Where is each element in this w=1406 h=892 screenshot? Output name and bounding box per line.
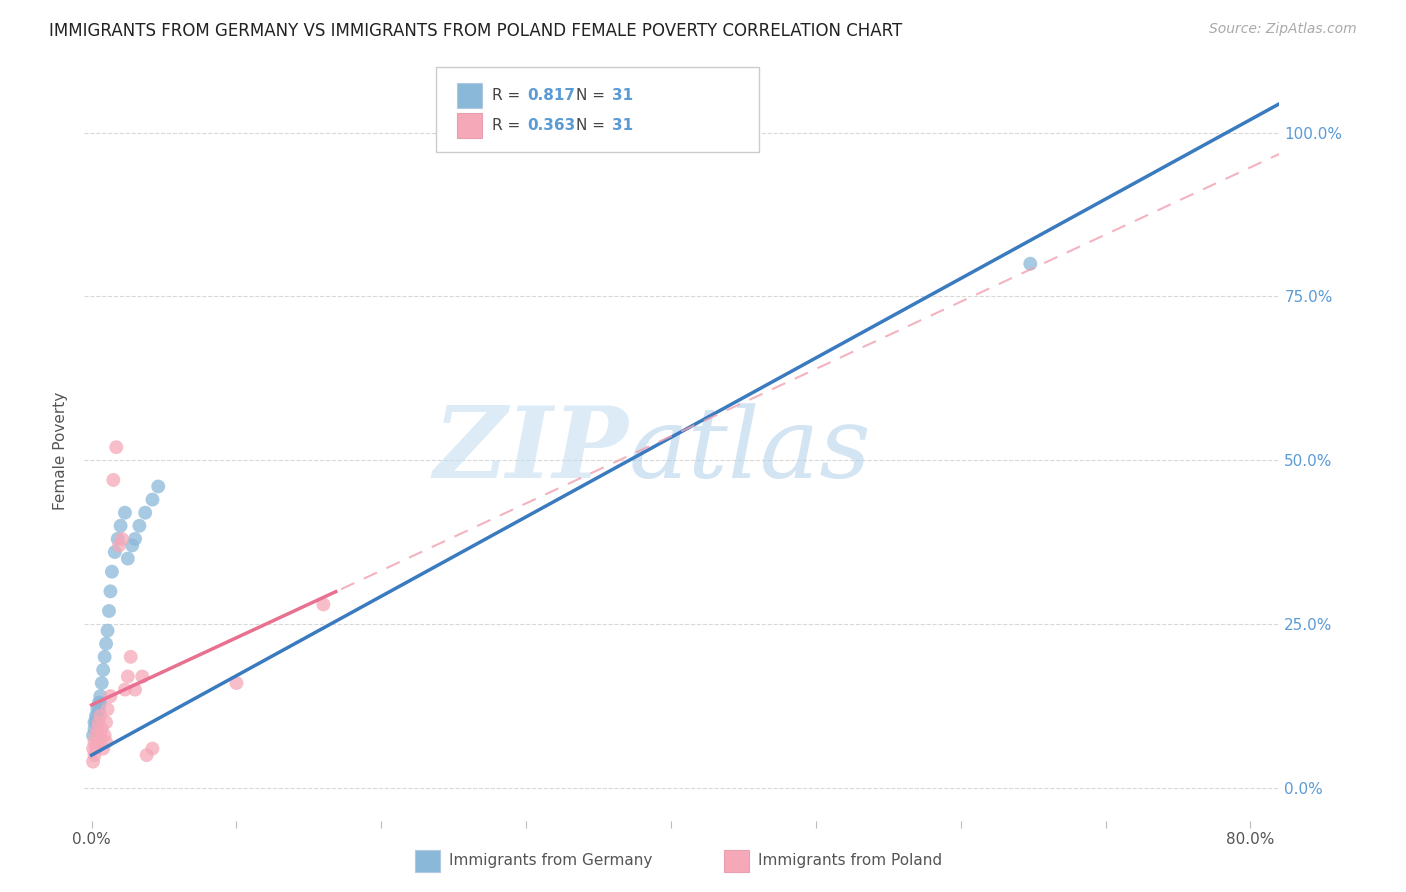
Point — [86, 702, 108, 716]
Point — [98, 604, 121, 618]
Point — [89, 696, 111, 710]
Text: N =: N = — [576, 119, 610, 134]
Point — [84, 741, 107, 756]
Point — [108, 539, 131, 553]
Point — [93, 649, 115, 664]
Point — [134, 506, 156, 520]
Point — [89, 689, 111, 703]
Point — [120, 649, 142, 664]
Text: ZIP: ZIP — [433, 402, 628, 499]
Text: atlas: atlas — [628, 403, 870, 498]
Point — [89, 729, 111, 743]
Point — [100, 584, 122, 599]
Point — [104, 545, 127, 559]
Point — [131, 669, 153, 683]
Point — [312, 598, 335, 612]
Point — [111, 532, 134, 546]
Point — [89, 708, 111, 723]
Point — [124, 682, 146, 697]
Point — [107, 532, 129, 546]
Point — [148, 479, 170, 493]
Point — [83, 715, 105, 730]
Point — [90, 676, 112, 690]
Point — [87, 702, 110, 716]
Point — [86, 722, 108, 736]
Text: R =: R = — [492, 119, 526, 134]
Point — [100, 689, 122, 703]
Point — [93, 729, 115, 743]
Point — [84, 715, 107, 730]
Point — [141, 741, 163, 756]
Point — [128, 518, 150, 533]
Text: Immigrants from Germany: Immigrants from Germany — [449, 854, 652, 868]
Point — [94, 735, 117, 749]
Point — [90, 722, 112, 736]
Point — [86, 708, 108, 723]
Point — [83, 748, 105, 763]
Text: 0.363: 0.363 — [527, 119, 575, 134]
Text: IMMIGRANTS FROM GERMANY VS IMMIGRANTS FROM POLAND FEMALE POVERTY CORRELATION CHA: IMMIGRANTS FROM GERMANY VS IMMIGRANTS FR… — [49, 22, 903, 40]
Point — [84, 708, 107, 723]
Point — [91, 741, 114, 756]
Point — [135, 748, 157, 763]
Point — [124, 532, 146, 546]
Point — [82, 741, 104, 756]
Point — [83, 722, 105, 736]
Point — [105, 440, 128, 454]
Text: R =: R = — [492, 88, 526, 103]
Point — [110, 518, 132, 533]
Point — [91, 663, 114, 677]
Point — [225, 676, 247, 690]
Point — [82, 729, 104, 743]
Point — [121, 539, 143, 553]
Text: Source: ZipAtlas.com: Source: ZipAtlas.com — [1209, 22, 1357, 37]
Text: 31: 31 — [612, 119, 633, 134]
Point — [87, 696, 110, 710]
Point — [82, 755, 104, 769]
Point — [101, 565, 124, 579]
Point — [87, 735, 110, 749]
Point — [103, 473, 125, 487]
Point — [141, 492, 163, 507]
Point — [94, 637, 117, 651]
Point — [83, 735, 105, 749]
Text: N =: N = — [576, 88, 610, 103]
Point — [84, 729, 107, 743]
Point — [117, 669, 139, 683]
Text: 31: 31 — [612, 88, 633, 103]
Text: 0.817: 0.817 — [527, 88, 575, 103]
Point — [87, 715, 110, 730]
Point — [96, 702, 118, 716]
Point — [114, 682, 136, 697]
Point — [114, 506, 136, 520]
Y-axis label: Female Poverty: Female Poverty — [53, 392, 69, 509]
Text: Immigrants from Poland: Immigrants from Poland — [758, 854, 942, 868]
Point — [94, 715, 117, 730]
Point — [1019, 257, 1042, 271]
Point — [117, 551, 139, 566]
Point — [96, 624, 118, 638]
